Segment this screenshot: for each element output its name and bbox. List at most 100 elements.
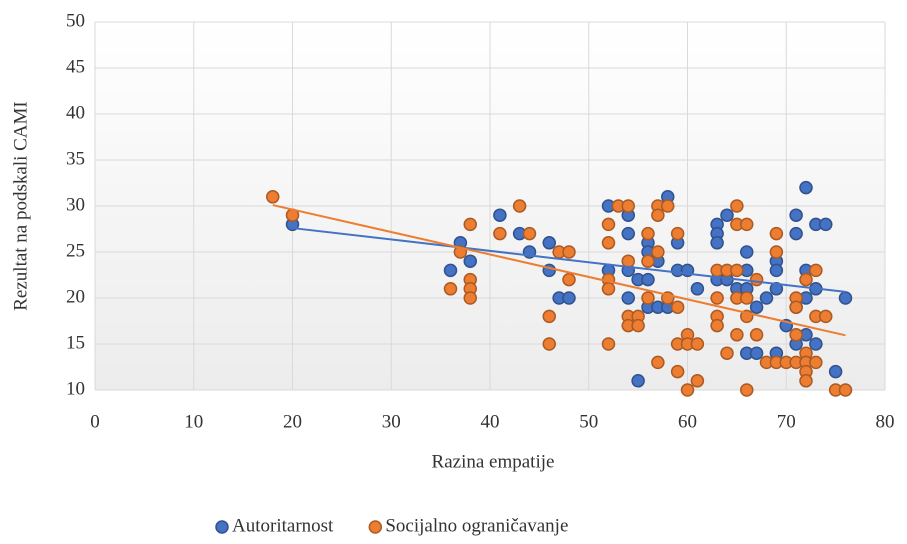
trendline	[272, 204, 846, 337]
point	[601, 217, 616, 232]
x-axis-title: Razina empatije	[432, 451, 555, 472]
point	[720, 346, 734, 360]
point	[789, 300, 803, 314]
point	[809, 263, 823, 278]
point	[641, 291, 655, 305]
point	[740, 217, 754, 232]
point	[710, 236, 724, 250]
point	[730, 328, 744, 342]
y-tick-label: 40	[66, 102, 85, 123]
y-tick-label: 50	[66, 10, 85, 31]
point	[828, 364, 843, 379]
point	[769, 282, 784, 296]
point	[562, 291, 576, 305]
point	[789, 208, 803, 222]
point	[641, 254, 655, 268]
point	[789, 226, 803, 241]
y-tick-label: 10	[66, 378, 85, 399]
point	[710, 291, 724, 305]
point	[661, 199, 675, 213]
point	[542, 337, 556, 351]
point	[670, 226, 685, 241]
point	[651, 208, 665, 222]
point	[562, 245, 576, 259]
point	[621, 226, 635, 241]
x-tick-label: 80	[876, 411, 895, 432]
point	[799, 272, 813, 287]
y-axis-title: Rezultat na podskali CAMI	[10, 101, 31, 311]
x-tick-label: 0	[90, 411, 100, 432]
point	[670, 300, 685, 314]
point	[601, 282, 616, 296]
point	[542, 309, 556, 324]
point	[789, 328, 803, 342]
point	[670, 364, 685, 379]
point	[443, 282, 458, 296]
point	[769, 226, 784, 241]
point	[749, 272, 764, 287]
legend-label: Socijalno ograničavanje	[385, 515, 568, 536]
point	[562, 272, 576, 287]
y-tick-label: 20	[66, 286, 85, 307]
point	[838, 291, 853, 305]
x-tick-label: 20	[283, 411, 302, 432]
point	[641, 272, 655, 287]
point	[799, 180, 813, 195]
point	[621, 199, 635, 213]
x-tick-label: 50	[579, 411, 598, 432]
point	[740, 245, 754, 259]
point	[493, 208, 507, 222]
point	[759, 291, 774, 305]
legend-marker	[368, 520, 383, 534]
point	[512, 199, 527, 213]
point	[749, 328, 764, 342]
x-tick-label: 70	[777, 411, 796, 432]
point	[631, 318, 645, 333]
point	[809, 355, 823, 370]
point	[463, 291, 477, 305]
point	[690, 337, 705, 351]
point	[680, 383, 695, 397]
y-tick-label: 30	[66, 194, 85, 215]
point	[730, 199, 744, 213]
x-tick-label: 30	[382, 411, 401, 432]
x-tick-label: 60	[678, 411, 697, 432]
point	[740, 291, 754, 305]
point	[601, 236, 616, 250]
point	[720, 208, 734, 222]
point	[443, 263, 458, 278]
point	[542, 236, 556, 250]
point	[740, 383, 754, 397]
point	[819, 309, 833, 324]
y-tick-label: 35	[66, 148, 85, 169]
point	[749, 300, 764, 314]
trendline	[292, 227, 846, 293]
point	[631, 374, 645, 388]
legend-marker	[215, 520, 229, 534]
point	[690, 374, 705, 388]
y-tick-label: 25	[66, 240, 85, 261]
point	[463, 217, 477, 232]
point	[690, 282, 705, 296]
x-tick-label: 10	[184, 411, 203, 432]
point	[769, 245, 784, 259]
point	[651, 245, 665, 259]
point	[266, 190, 280, 204]
point	[819, 217, 833, 232]
point	[710, 318, 724, 333]
point	[749, 346, 764, 360]
point	[651, 355, 665, 370]
point	[493, 226, 507, 241]
x-tick-label: 40	[481, 411, 500, 432]
y-tick-label: 45	[66, 56, 85, 77]
point	[621, 291, 635, 305]
point	[838, 383, 853, 397]
point	[641, 226, 655, 241]
point	[809, 337, 823, 351]
point	[463, 254, 477, 268]
legend-label: Autoritarnost	[232, 515, 334, 536]
point	[799, 374, 813, 388]
point	[730, 263, 744, 278]
point	[522, 226, 537, 241]
